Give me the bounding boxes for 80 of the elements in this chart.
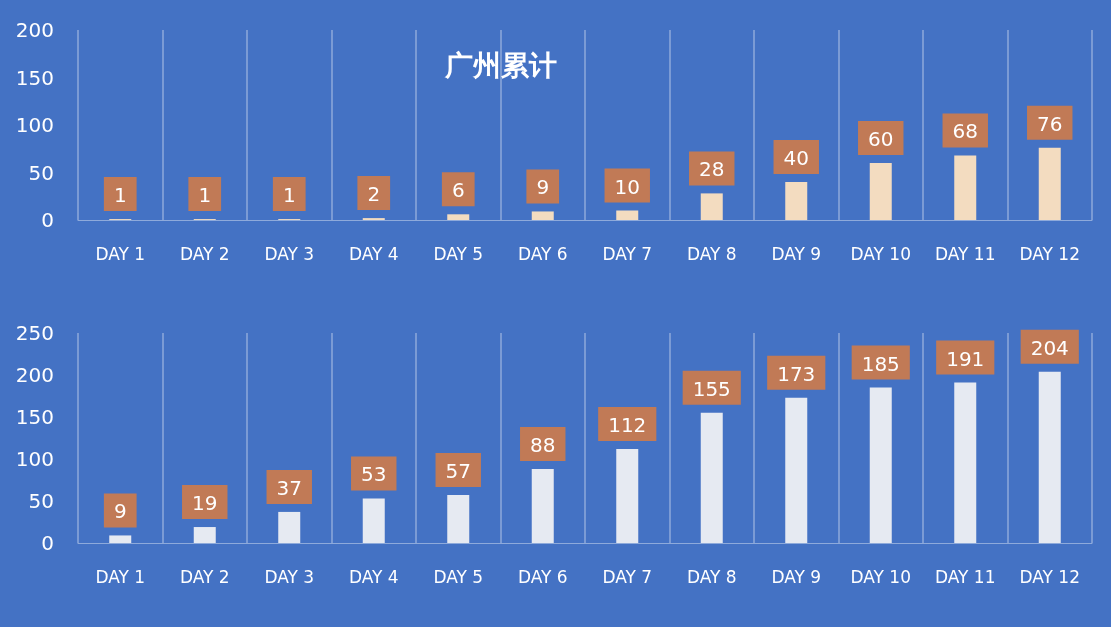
x-tick-label: DAY 6 (517, 567, 568, 587)
data-label: 76 (1037, 111, 1063, 136)
bar (954, 155, 977, 220)
bar (447, 214, 470, 220)
y-tick-label: 0 (41, 208, 54, 232)
data-label: 60 (868, 127, 894, 151)
x-tick-label: DAY 1 (95, 567, 146, 587)
bar (616, 448, 639, 543)
bar (109, 535, 132, 543)
bar (785, 397, 808, 543)
x-tick-label: DAY 5 (433, 567, 484, 587)
y-tick-label: 200 (15, 363, 54, 387)
data-label: 57 (445, 459, 471, 484)
data-label: 1 (282, 183, 296, 208)
bar (531, 211, 554, 220)
data-label: 185 (861, 351, 900, 376)
data-label: 173 (777, 361, 816, 386)
data-label: 9 (113, 499, 127, 524)
x-tick-label: DAY 8 (686, 567, 737, 587)
bar (869, 387, 892, 543)
data-label: 53 (361, 462, 387, 487)
x-tick-label: DAY 12 (1019, 244, 1081, 264)
data-label: 2 (367, 182, 381, 207)
y-tick-label: 150 (15, 65, 54, 90)
data-label: 1 (113, 183, 127, 208)
bar (278, 511, 301, 543)
x-tick-label: DAY 3 (264, 567, 315, 587)
x-tick-label: DAY 2 (179, 567, 230, 587)
bar (1038, 147, 1061, 220)
data-label: 6 (451, 178, 465, 203)
bar (447, 495, 470, 543)
bar (193, 527, 216, 543)
data-label: 28 (699, 157, 725, 182)
bar (785, 182, 808, 220)
x-tick-label: DAY 6 (517, 244, 568, 264)
data-label: 1 (198, 183, 212, 208)
data-label: 191 (946, 346, 985, 371)
data-label: 88 (530, 433, 556, 458)
y-tick-label: 50 (28, 160, 54, 185)
x-tick-label: DAY 5 (433, 244, 484, 264)
y-tick-label: 200 (15, 18, 54, 42)
bar (1038, 371, 1061, 543)
x-tick-label: DAY 7 (602, 567, 653, 587)
x-tick-label: DAY 12 (1019, 567, 1081, 587)
x-tick-label: DAY 4 (348, 244, 399, 264)
bar (700, 412, 723, 543)
x-tick-label: DAY 1 (95, 244, 146, 264)
y-tick-label: 150 (15, 405, 54, 429)
x-tick-label: DAY 10 (850, 244, 912, 264)
x-tick-label: DAY 9 (771, 567, 822, 587)
text: 广州累计 (444, 48, 557, 82)
x-tick-label: DAY 8 (686, 244, 737, 264)
bar (869, 163, 892, 220)
data-label: 112 (608, 412, 647, 437)
data-label: 9 (536, 175, 550, 200)
data-label: 40 (783, 146, 809, 170)
data-label: 204 (1030, 335, 1069, 360)
data-label: 155 (692, 376, 731, 401)
bar (700, 193, 723, 220)
y-tick-label: 250 (15, 321, 54, 345)
x-tick-label: DAY 3 (264, 244, 315, 264)
x-tick-label: DAY 9 (771, 244, 822, 264)
x-tick-label: DAY 11 (934, 244, 996, 264)
data-label: 10 (614, 174, 640, 199)
y-tick-label: 100 (15, 113, 54, 137)
y-tick-label: 0 (41, 531, 54, 555)
x-tick-label: DAY 11 (934, 567, 996, 587)
y-tick-label: 100 (15, 447, 54, 471)
bar (954, 382, 977, 543)
x-tick-label: DAY 4 (348, 567, 399, 587)
x-tick-label: DAY 10 (850, 567, 912, 587)
y-tick-label: 50 (28, 489, 54, 513)
bar (362, 498, 385, 543)
x-tick-label: DAY 7 (602, 244, 653, 264)
x-tick-label: DAY 2 (179, 244, 230, 264)
bar (531, 469, 554, 543)
data-label: 68 (952, 119, 978, 144)
bar (616, 210, 639, 220)
data-label: 37 (276, 475, 302, 500)
data-label: 19 (192, 491, 218, 516)
